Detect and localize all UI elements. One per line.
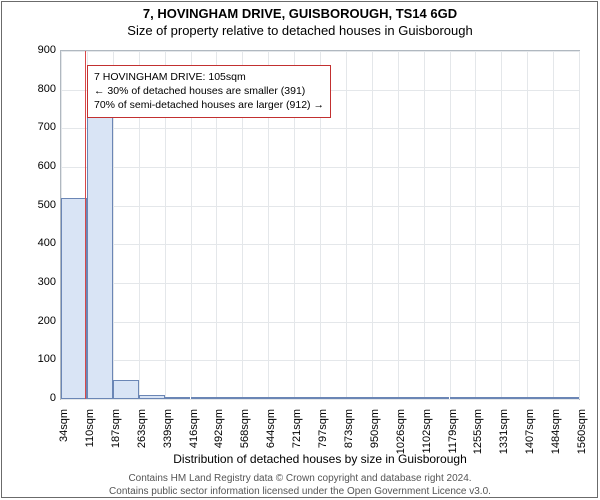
annotation-line: 70% of semi-detached houses are larger (…	[94, 98, 324, 112]
footer-line: Contains public sector information licen…	[0, 485, 600, 498]
histogram-bar	[372, 397, 398, 399]
y-tick-label: 200	[16, 315, 56, 327]
y-tick-label: 100	[16, 353, 56, 365]
y-tick-label: 300	[16, 276, 56, 288]
y-tick-label: 400	[16, 237, 56, 249]
histogram-bar	[242, 397, 268, 399]
histogram-bar	[294, 397, 320, 399]
histogram-bar	[553, 397, 579, 399]
plot-area: 7 HOVINGHAM DRIVE: 105sqm ← 30% of detac…	[60, 50, 580, 400]
footer: Contains HM Land Registry data © Crown c…	[0, 472, 600, 498]
y-tick-label: 700	[16, 121, 56, 133]
y-tick-label: 800	[16, 83, 56, 95]
footer-line: Contains HM Land Registry data © Crown c…	[0, 472, 600, 485]
title-block: 7, HOVINGHAM DRIVE, GUISBOROUGH, TS14 6G…	[0, 0, 600, 38]
histogram-bar	[268, 397, 294, 399]
histogram-bar	[191, 397, 217, 399]
histogram-bar	[475, 397, 501, 399]
y-tick-label: 500	[16, 199, 56, 211]
subtitle: Size of property relative to detached ho…	[0, 23, 600, 38]
histogram-bar	[450, 397, 476, 399]
x-axis-label: Distribution of detached houses by size …	[60, 452, 580, 466]
histogram-bar	[346, 397, 372, 399]
histogram-bar	[87, 117, 113, 399]
histogram-bar	[398, 397, 424, 399]
address-title: 7, HOVINGHAM DRIVE, GUISBOROUGH, TS14 6G…	[0, 6, 600, 21]
y-tick-label: 600	[16, 160, 56, 172]
annotation-line: 7 HOVINGHAM DRIVE: 105sqm	[94, 70, 324, 84]
histogram-bar	[501, 397, 527, 399]
y-tick-label: 900	[16, 44, 56, 56]
histogram-bar	[165, 397, 191, 399]
histogram-bar	[527, 397, 553, 399]
histogram-bar	[61, 198, 87, 399]
annotation-line: ← 30% of detached houses are smaller (39…	[94, 84, 324, 98]
annotation-box: 7 HOVINGHAM DRIVE: 105sqm ← 30% of detac…	[87, 65, 331, 118]
histogram-bar	[113, 380, 139, 399]
histogram-bar	[139, 395, 165, 399]
y-tick-label: 0	[16, 392, 56, 404]
chart: Number of detached properties 7 HOVINGHA…	[0, 44, 600, 454]
histogram-bar	[216, 397, 242, 399]
histogram-bar	[320, 397, 346, 399]
property-marker-line	[85, 51, 86, 399]
histogram-bar	[424, 397, 450, 399]
